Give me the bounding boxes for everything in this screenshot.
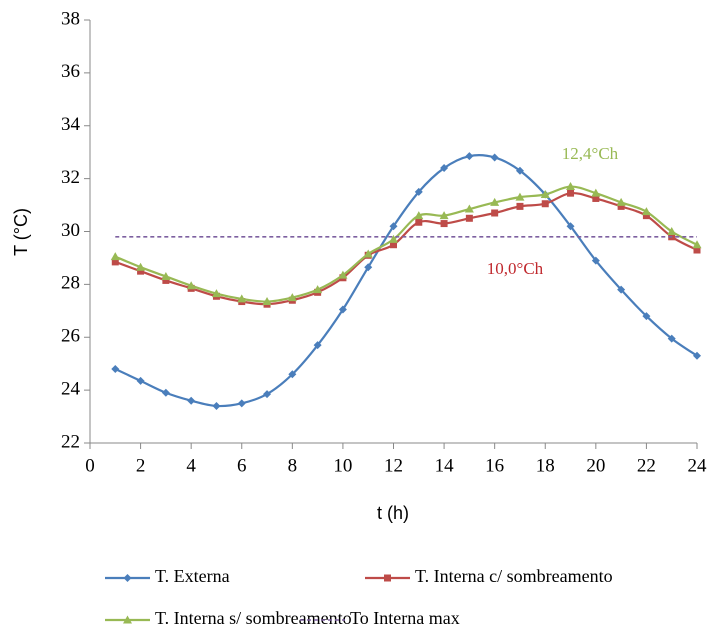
marker xyxy=(389,222,398,231)
marker xyxy=(591,256,600,265)
marker xyxy=(415,218,423,226)
annotation: 10,0°Ch xyxy=(487,259,544,278)
marker xyxy=(287,293,297,302)
marker xyxy=(566,182,576,191)
marker xyxy=(642,212,650,220)
x-tick-label: 16 xyxy=(485,455,504,476)
marker xyxy=(490,153,499,162)
legend-label: To Interna max xyxy=(350,608,460,628)
marker xyxy=(212,401,221,410)
marker xyxy=(440,220,448,228)
marker xyxy=(414,187,423,196)
marker xyxy=(591,188,601,197)
marker xyxy=(465,214,473,222)
marker xyxy=(465,152,474,161)
marker xyxy=(211,289,221,298)
marker xyxy=(667,334,676,343)
marker xyxy=(692,240,702,249)
marker xyxy=(136,376,145,385)
y-tick-label: 38 xyxy=(61,8,80,29)
x-tick-label: 14 xyxy=(435,455,455,476)
marker xyxy=(123,574,132,582)
marker xyxy=(515,166,524,175)
marker xyxy=(440,164,449,173)
marker xyxy=(491,209,499,217)
marker xyxy=(111,364,120,373)
marker xyxy=(338,270,348,279)
marker xyxy=(389,234,398,243)
annotation: 12,4°Ch xyxy=(562,144,619,163)
marker xyxy=(516,202,524,210)
marker xyxy=(237,399,246,408)
marker xyxy=(617,202,625,210)
marker xyxy=(567,189,575,197)
x-tick-label: 2 xyxy=(136,455,146,476)
x-tick-label: 24 xyxy=(688,455,708,476)
marker xyxy=(439,211,449,220)
x-tick-label: 20 xyxy=(586,455,605,476)
marker xyxy=(237,294,247,303)
x-tick-label: 18 xyxy=(536,455,555,476)
marker xyxy=(313,285,323,294)
marker xyxy=(464,204,474,213)
marker xyxy=(288,370,297,379)
x-tick-label: 6 xyxy=(237,455,247,476)
marker xyxy=(363,249,373,258)
marker xyxy=(186,281,196,290)
x-tick-label: 12 xyxy=(384,455,403,476)
marker xyxy=(263,390,272,399)
marker xyxy=(161,271,171,280)
series-line xyxy=(114,185,698,303)
legend-label: T. Interna c/ sombreamento xyxy=(415,566,613,586)
marker xyxy=(592,194,600,202)
y-tick-label: 32 xyxy=(61,167,80,188)
marker xyxy=(641,207,651,216)
marker xyxy=(136,262,146,271)
y-axis-label: T (°C) xyxy=(11,208,31,256)
y-tick-label: 24 xyxy=(61,378,81,399)
marker xyxy=(137,267,145,275)
marker xyxy=(110,252,120,261)
marker xyxy=(262,297,272,306)
marker xyxy=(123,615,132,624)
y-tick-label: 26 xyxy=(61,326,80,347)
marker xyxy=(667,227,677,235)
y-tick-label: 36 xyxy=(61,61,80,82)
legend-label: T. Externa xyxy=(155,566,230,586)
y-tick-label: 28 xyxy=(61,273,80,294)
x-tick-label: 4 xyxy=(186,455,196,476)
legend-label: T. Interna s/ sombreamento xyxy=(155,608,352,628)
marker xyxy=(566,222,575,231)
marker xyxy=(111,258,119,266)
marker xyxy=(693,351,701,360)
marker xyxy=(617,285,626,294)
y-tick-label: 22 xyxy=(61,431,80,452)
marker xyxy=(364,263,373,272)
marker xyxy=(540,189,550,198)
marker xyxy=(313,341,322,350)
marker xyxy=(390,241,397,249)
marker xyxy=(187,396,196,405)
x-tick-label: 0 xyxy=(85,455,95,476)
marker xyxy=(515,192,525,201)
marker xyxy=(616,197,626,206)
marker xyxy=(642,312,651,321)
x-axis-label: t (h) xyxy=(377,503,409,523)
x-tick-label: 8 xyxy=(288,455,298,476)
marker xyxy=(162,276,170,284)
marker xyxy=(161,388,170,397)
y-tick-label: 34 xyxy=(61,114,81,135)
marker xyxy=(693,246,701,254)
marker xyxy=(384,574,391,582)
marker xyxy=(338,305,347,314)
marker xyxy=(541,200,549,208)
x-tick-label: 22 xyxy=(637,455,656,476)
marker xyxy=(490,197,500,206)
series-line xyxy=(114,154,698,408)
y-tick-label: 30 xyxy=(61,220,80,241)
marker xyxy=(414,211,424,220)
x-tick-label: 10 xyxy=(333,455,352,476)
